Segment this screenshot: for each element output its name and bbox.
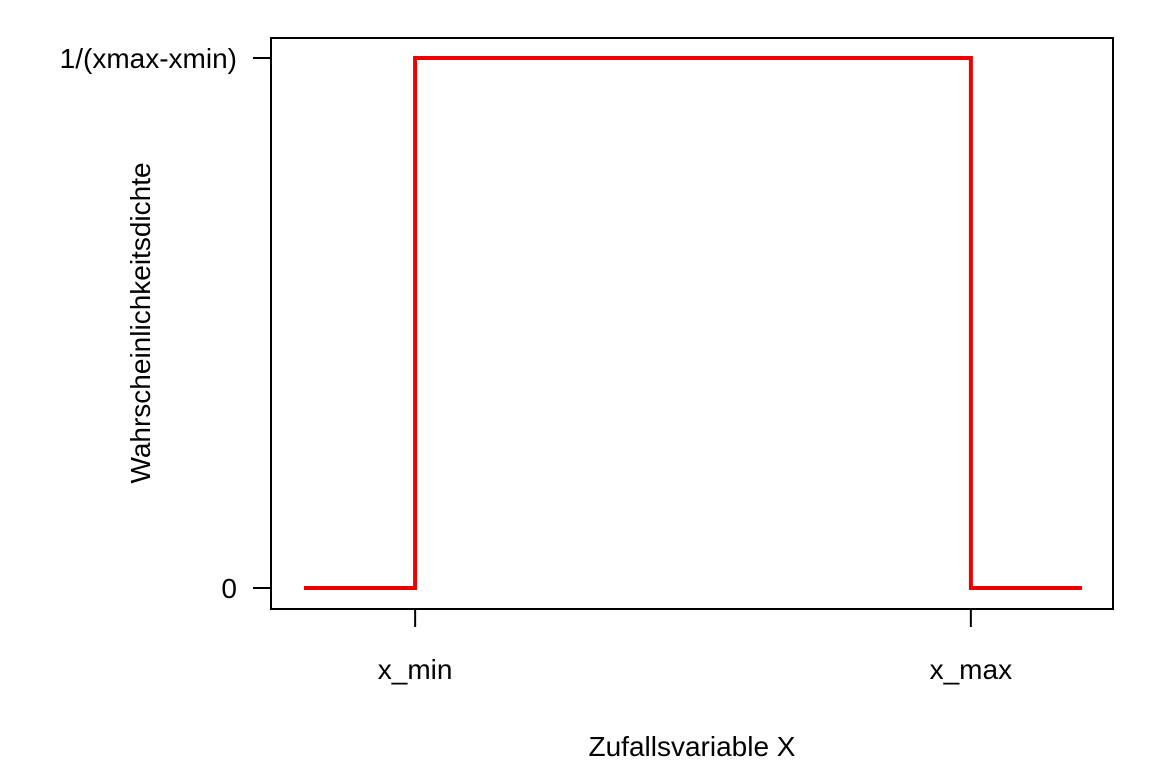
x-tick-label: x_max: [930, 654, 1012, 685]
series-layer: [304, 56, 1082, 590]
density-line: [304, 56, 1082, 590]
plot-frame: [270, 37, 1114, 610]
x-axis: x_min x_max: [378, 609, 1012, 685]
y-tick-label: 0: [221, 573, 237, 604]
x-tick-label: x_min: [378, 654, 453, 685]
y-tick-label: 1/(xmax-xmin): [60, 43, 237, 74]
x-axis-label: Zufallsvariable X: [589, 731, 796, 762]
y-axis: 0 1/(xmax-xmin): [60, 43, 271, 604]
y-axis-label: Wahrscheinlichkeitsdichte: [125, 162, 156, 483]
